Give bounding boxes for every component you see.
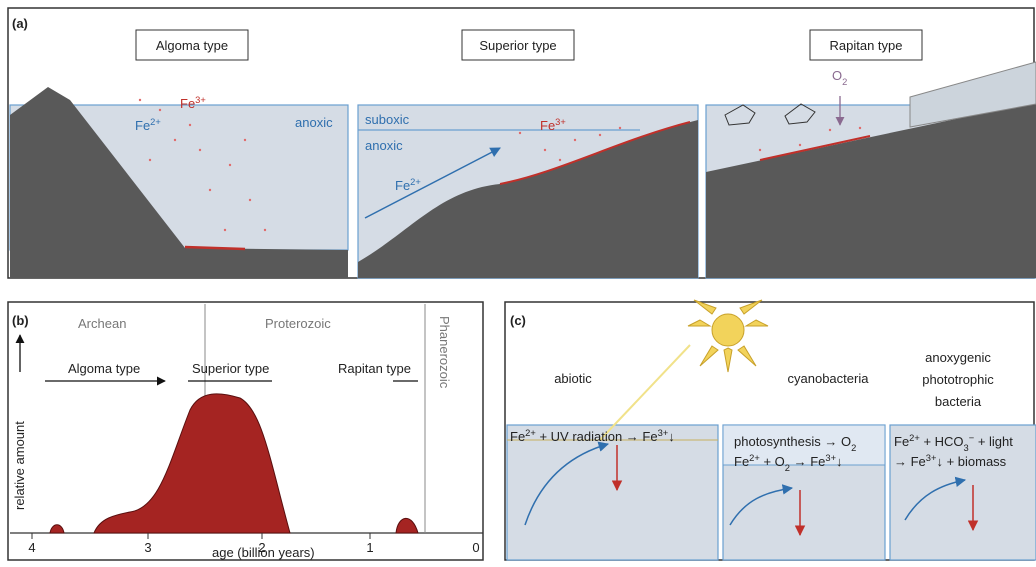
panel-c: (c) abiotic cyanobacteria anoxygenic pho… <box>505 300 1036 560</box>
type-title: Superior type <box>479 38 556 53</box>
iron-formation-curve <box>50 394 418 533</box>
type-title: Rapitan type <box>830 38 903 53</box>
text-segment: + light <box>974 434 1013 449</box>
text-segment: + HCO <box>920 434 964 449</box>
x-tick-label: 0 <box>472 540 479 555</box>
text-segment: 3+ <box>555 117 566 127</box>
column-title: abiotic <box>554 371 592 386</box>
text-segment: 2 <box>842 77 847 87</box>
text-segment: Fe <box>894 434 909 449</box>
text-segment: → Fe <box>894 454 926 469</box>
text-segment: 3+ <box>658 428 669 438</box>
text-segment: + UV radiation → Fe <box>536 429 658 444</box>
x-axis-label: age (billion years) <box>212 545 315 560</box>
text-segment: 2 <box>851 443 856 453</box>
panel-label: (a) <box>12 16 28 31</box>
column-title: phototrophic <box>922 372 994 387</box>
text-segment: O <box>832 68 842 83</box>
text-segment: → Fe <box>790 454 825 469</box>
zone-label: suboxic <box>365 112 410 127</box>
text-segment: 2+ <box>525 428 536 438</box>
eon-label: Proterozoic <box>265 316 331 331</box>
y-axis-label: relative amount <box>12 421 27 510</box>
figure: (a) Algoma type Superior type Rapitan ty… <box>0 0 1036 562</box>
panel-label: (c) <box>510 313 526 328</box>
column-title: cyanobacteria <box>788 371 870 386</box>
text-segment: Fe <box>540 118 555 133</box>
x-tick-label: 1 <box>366 540 373 555</box>
text-segment: ↓ <box>668 429 675 444</box>
type-label: Superior type <box>192 361 269 376</box>
water <box>507 425 718 560</box>
sun <box>688 300 768 372</box>
zone-label: anoxic <box>365 138 403 153</box>
text-segment: 3+ <box>926 453 937 463</box>
text-segment: 2+ <box>749 453 760 463</box>
text-segment: Fe <box>510 429 525 444</box>
text-segment: Fe <box>180 96 195 111</box>
panel-label: (b) <box>12 313 29 328</box>
type-label: Rapitan type <box>338 361 411 376</box>
eon-label: Archean <box>78 316 126 331</box>
zone-label: anoxic <box>295 115 333 130</box>
column-title: bacteria <box>935 394 982 409</box>
text-segment: 2+ <box>410 177 421 187</box>
x-tick-label: 3 <box>144 540 151 555</box>
reaction: → Fe3+↓ + biomass <box>894 453 1007 469</box>
type-label: Algoma type <box>68 361 140 376</box>
ion-label: O2 <box>832 68 847 87</box>
text-segment: 3+ <box>195 95 206 105</box>
eon-label: Phanerozoic <box>437 316 452 389</box>
text-segment: photosynthesis → O <box>734 434 851 449</box>
text-segment: 2+ <box>150 117 161 127</box>
text-segment: ↓ + biomass <box>936 454 1006 469</box>
text-segment: Fe <box>135 118 150 133</box>
x-tick-label: 4 <box>28 540 35 555</box>
text-segment: Fe <box>734 454 749 469</box>
panel-b: 4 3 2 1 0 age (billion years) (b) Archea… <box>8 302 483 560</box>
text-segment: Fe <box>395 178 410 193</box>
text-segment: 3+ <box>825 453 836 463</box>
text-segment: 2+ <box>909 433 920 443</box>
text-segment: 3 <box>964 443 969 453</box>
column-title: anoxygenic <box>925 350 991 365</box>
text-segment: ↓ <box>836 454 843 469</box>
text-segment: + O <box>760 454 785 469</box>
panel-a: (a) Algoma type Superior type Rapitan ty… <box>8 8 1036 278</box>
type-title: Algoma type <box>156 38 228 53</box>
